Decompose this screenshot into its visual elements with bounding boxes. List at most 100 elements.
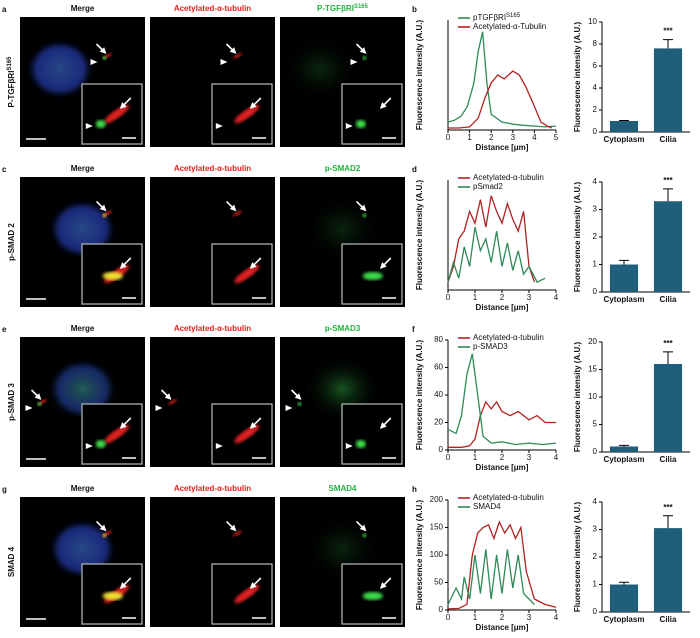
y-tick-label: 200 [430, 495, 444, 504]
panel-letter: g [2, 485, 7, 494]
inset-spot [355, 120, 366, 128]
error-bar [663, 515, 673, 529]
inset-cilium [104, 424, 130, 444]
x-tick-label: 1 [467, 133, 472, 142]
row-label: SMAD 4 [7, 546, 16, 577]
arrow [379, 417, 392, 429]
panel-title: SMAD4 [328, 484, 357, 493]
arrowhead [85, 123, 93, 129]
x-tick-label: 0 [446, 293, 451, 302]
significance: *** [663, 27, 673, 36]
x-tick-label: 2 [500, 613, 505, 622]
x-axis-label: Distance [μm] [476, 303, 529, 312]
micrograph [280, 177, 405, 307]
y-tick-label: 0 [593, 607, 598, 616]
inset [81, 243, 143, 305]
bar [609, 446, 639, 452]
green-spot [297, 402, 302, 406]
y-tick-label: 60 [434, 363, 443, 372]
legend-label: pSmad2 [473, 182, 503, 191]
micrograph [150, 17, 275, 147]
bar [653, 201, 683, 292]
arrow [95, 43, 107, 54]
green-spot [37, 402, 42, 406]
panel-title: Acetylated-α-tubulin [174, 324, 251, 333]
green-spot [102, 213, 107, 218]
cilium [233, 53, 242, 59]
x-tick-label: 1 [473, 613, 478, 622]
panel-title-main: p-SMAD3 [325, 324, 361, 333]
y-tick-label: 80 [434, 335, 443, 344]
panel-title: Merge [71, 324, 95, 333]
y-tick-label: 0 [439, 605, 444, 614]
profile-line [448, 70, 552, 129]
green-spot [362, 213, 367, 218]
panel-title-main: p-SMAD2 [325, 164, 361, 173]
panel-letter: e [2, 325, 7, 334]
panel-title: Merge [71, 484, 95, 493]
micrograph [280, 337, 405, 467]
panel-title-main: Merge [71, 484, 95, 493]
x-tick-label: 2 [500, 453, 505, 462]
y-tick-label: 40 [434, 390, 443, 399]
panel-title-main: Acetylated-α-tubulin [174, 324, 251, 333]
panel-letter: c [2, 165, 7, 174]
y-axis-label: Fluorescence intensity (A.U.) [415, 180, 424, 291]
inset-cilium [234, 424, 260, 444]
legend-label: SMAD4 [473, 502, 501, 511]
y-tick-label: 2 [593, 552, 598, 561]
x-tick-label: 3 [527, 293, 532, 302]
arrow [290, 389, 302, 400]
panel-title-main: SMAD4 [328, 484, 357, 493]
panel-title: Merge [71, 4, 95, 13]
x-tick-label: 4 [554, 613, 559, 622]
error-bar [663, 39, 673, 49]
y-tick-label: 10 [588, 17, 597, 26]
y-tick-label: 6 [593, 61, 598, 70]
legend-label: Acetylated-α-tubulin [473, 173, 544, 182]
legend-label: Acetylated-α-Tubulin [473, 22, 546, 31]
micrograph [150, 497, 275, 627]
x-axis-label: Distance [μm] [476, 143, 529, 152]
x-tick-label: 2 [500, 293, 505, 302]
legend-label-main: pTGFβRI [473, 13, 506, 22]
x-tick-label: Cytoplasm [604, 135, 645, 144]
arrow [225, 520, 237, 532]
arrow [249, 257, 262, 269]
x-tick-label: 0 [446, 133, 451, 142]
row-label-main: P-TGFβRI [7, 71, 16, 108]
x-axis-label: Distance [μm] [476, 623, 529, 632]
inset-cilium [104, 104, 130, 124]
arrow [379, 97, 392, 109]
x-tick-label: Cilia [660, 295, 677, 304]
inset-spot [102, 272, 123, 280]
cilium [233, 210, 242, 217]
error-bar [663, 188, 673, 202]
y-axis-label: Fluorescence intensity (A.U.) [573, 182, 582, 293]
significance: *** [663, 339, 673, 348]
x-tick-label: Cilia [660, 615, 677, 624]
profile-line [447, 520, 557, 610]
panel-letter: b [412, 5, 417, 14]
row-label: p-SMAD 3 [7, 383, 16, 421]
green-haze [20, 35, 100, 103]
x-tick-label: 0 [446, 453, 451, 462]
legend-label: Acetylated-α-tubulin [473, 333, 544, 342]
panel-letter: a [2, 5, 7, 14]
arrow [249, 97, 262, 109]
y-tick-label: 100 [430, 550, 444, 559]
x-tick-label: Cytoplasm [604, 295, 645, 304]
inset-spot [355, 440, 366, 448]
arrow [355, 520, 367, 532]
y-tick-label: 20 [434, 418, 443, 427]
x-tick-label: 4 [554, 293, 559, 302]
bar [609, 121, 639, 132]
y-tick-label: 10 [588, 392, 597, 401]
micrograph [20, 177, 145, 307]
profile-line [447, 353, 557, 446]
arrow [119, 97, 132, 109]
y-tick-label: 0 [593, 127, 598, 136]
significance: *** [663, 176, 673, 185]
x-tick-label: 1 [473, 293, 478, 302]
x-tick-label: Cilia [660, 455, 677, 464]
